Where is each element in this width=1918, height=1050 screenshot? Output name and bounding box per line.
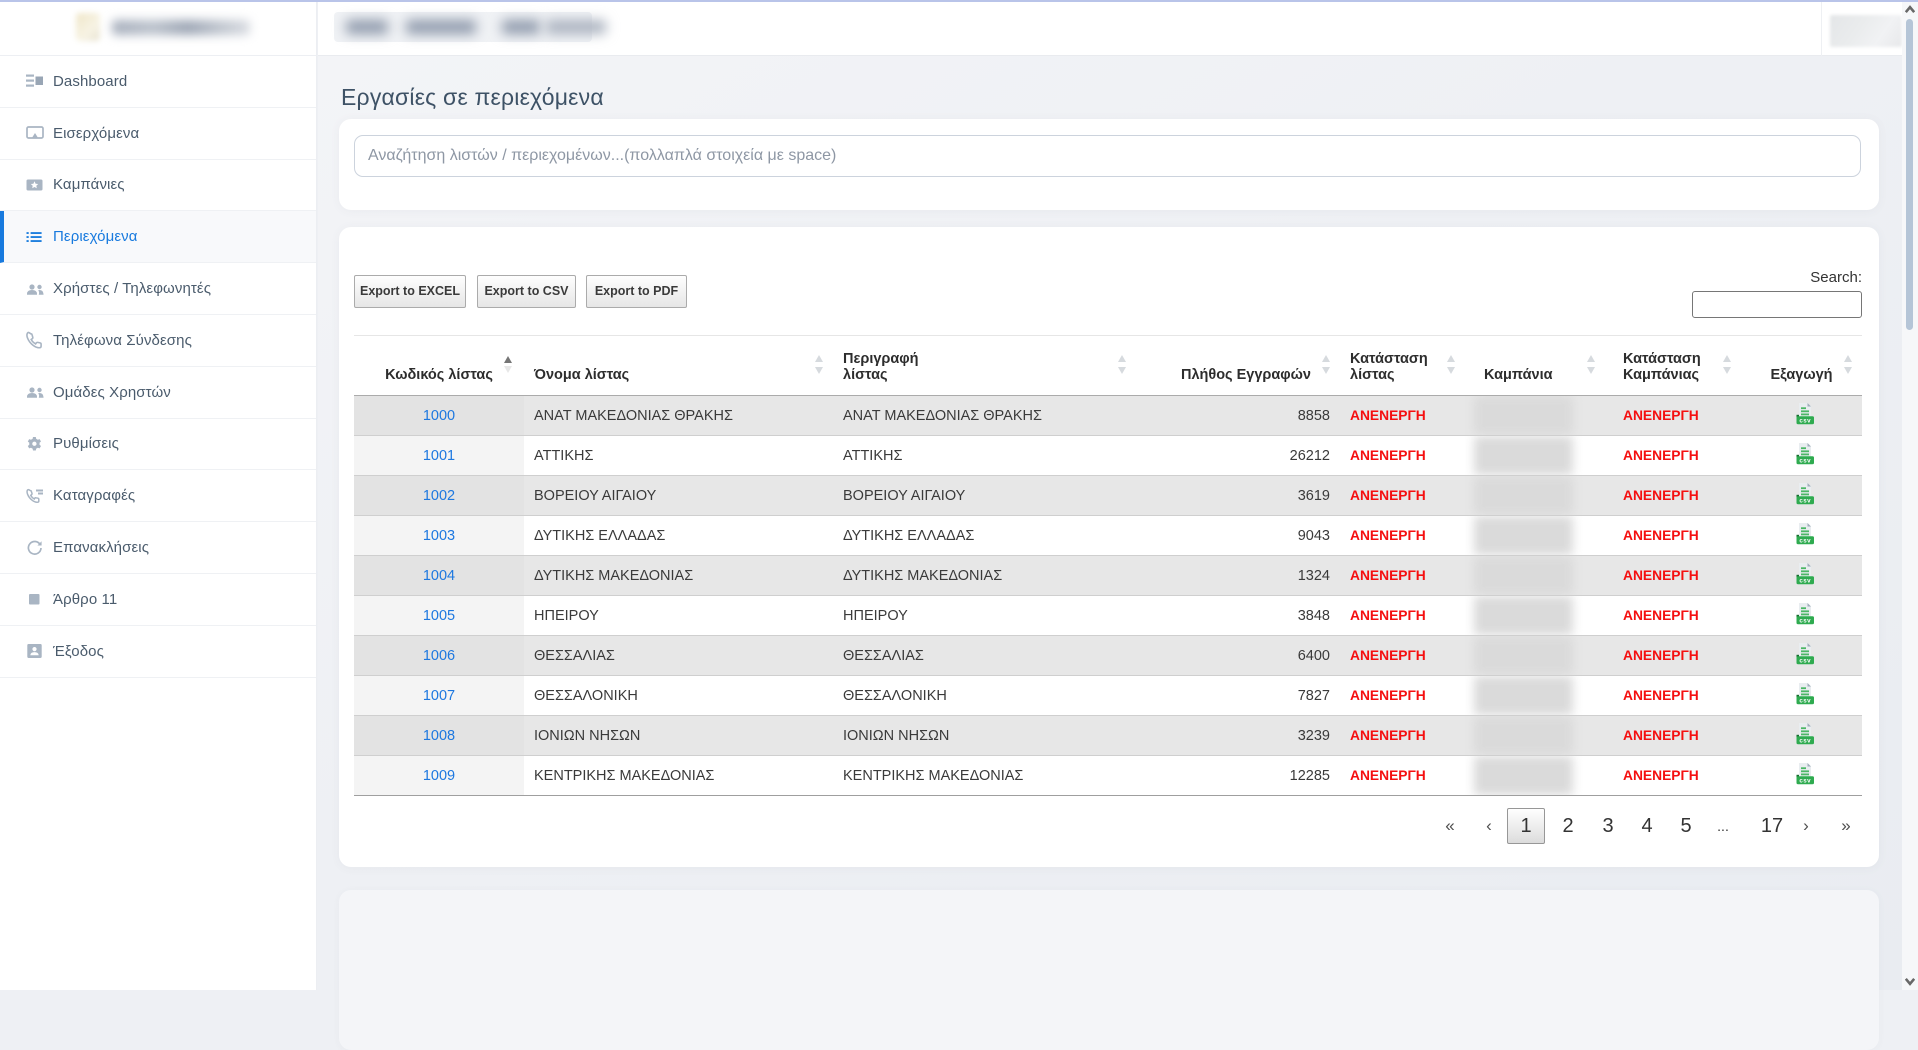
svg-text:csv: csv <box>1799 417 1811 424</box>
svg-text:csv: csv <box>1799 657 1811 664</box>
svg-text:csv: csv <box>1799 697 1811 704</box>
svg-text:csv: csv <box>1799 497 1811 504</box>
svg-text:csv: csv <box>1799 537 1811 544</box>
svg-text:csv: csv <box>1799 737 1811 744</box>
svg-text:csv: csv <box>1799 777 1811 784</box>
svg-text:csv: csv <box>1799 577 1811 584</box>
svg-text:csv: csv <box>1799 457 1811 464</box>
svg-text:csv: csv <box>1799 617 1811 624</box>
